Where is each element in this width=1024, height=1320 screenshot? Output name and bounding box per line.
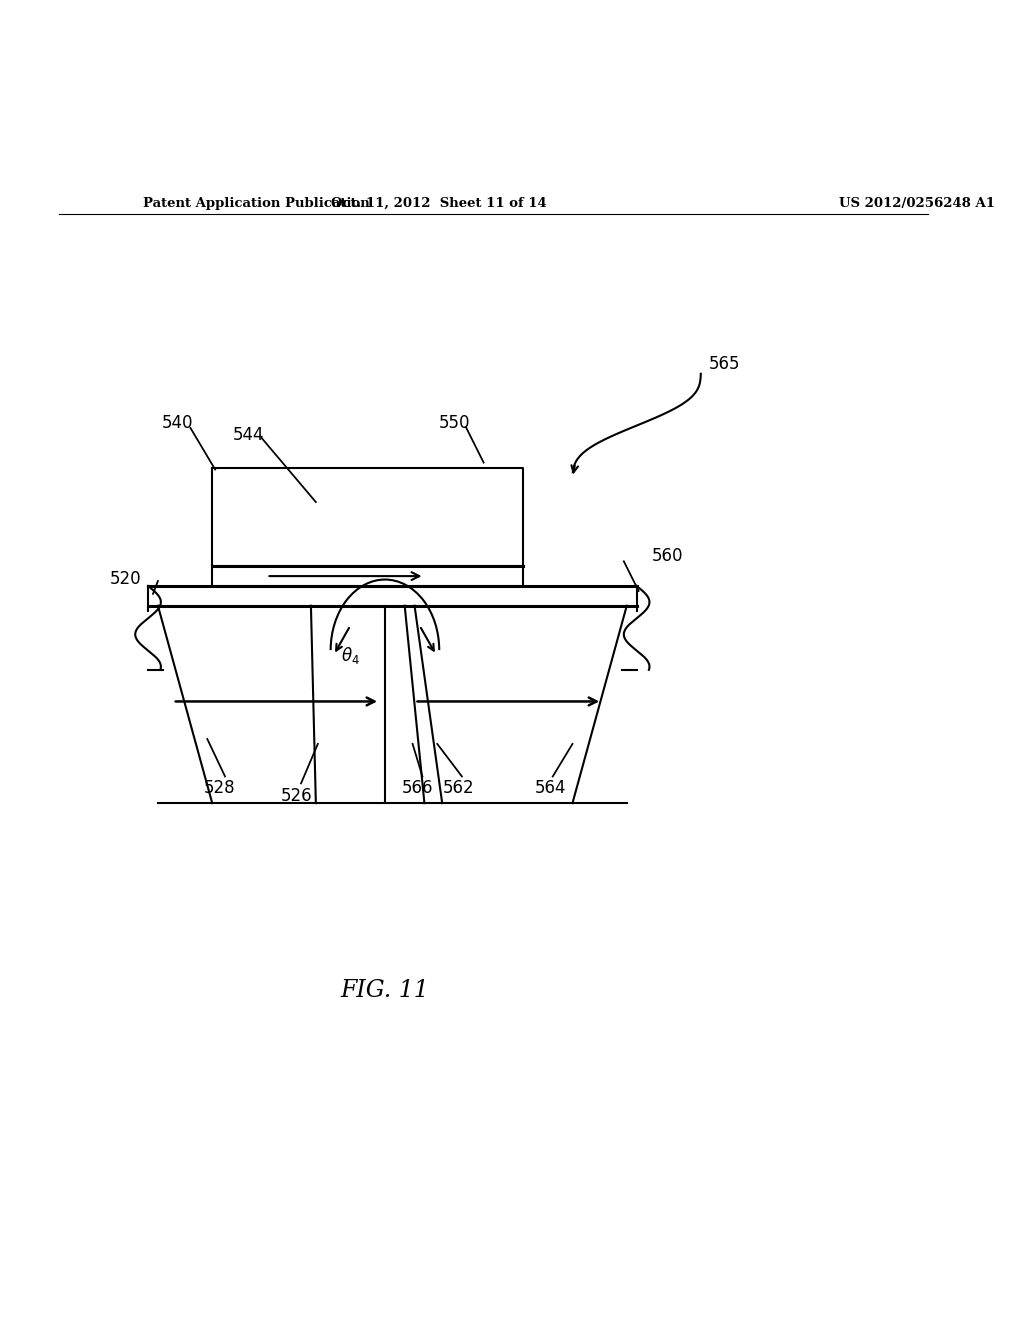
Text: $\theta_4$: $\theta_4$: [341, 644, 359, 665]
Text: 528: 528: [204, 779, 234, 797]
Text: US 2012/0256248 A1: US 2012/0256248 A1: [839, 197, 995, 210]
Text: 566: 566: [401, 779, 433, 797]
Text: 560: 560: [651, 548, 683, 565]
Text: Patent Application Publication: Patent Application Publication: [143, 197, 370, 210]
Text: FIG. 11: FIG. 11: [341, 979, 429, 1002]
Text: 540: 540: [162, 414, 194, 432]
Text: 564: 564: [535, 779, 566, 797]
Text: 562: 562: [443, 779, 475, 797]
Text: Oct. 11, 2012  Sheet 11 of 14: Oct. 11, 2012 Sheet 11 of 14: [332, 197, 547, 210]
Text: 565: 565: [709, 355, 740, 372]
Text: 550: 550: [438, 414, 470, 432]
Text: 520: 520: [110, 570, 141, 589]
Text: 544: 544: [233, 426, 264, 444]
Text: 526: 526: [281, 787, 312, 805]
